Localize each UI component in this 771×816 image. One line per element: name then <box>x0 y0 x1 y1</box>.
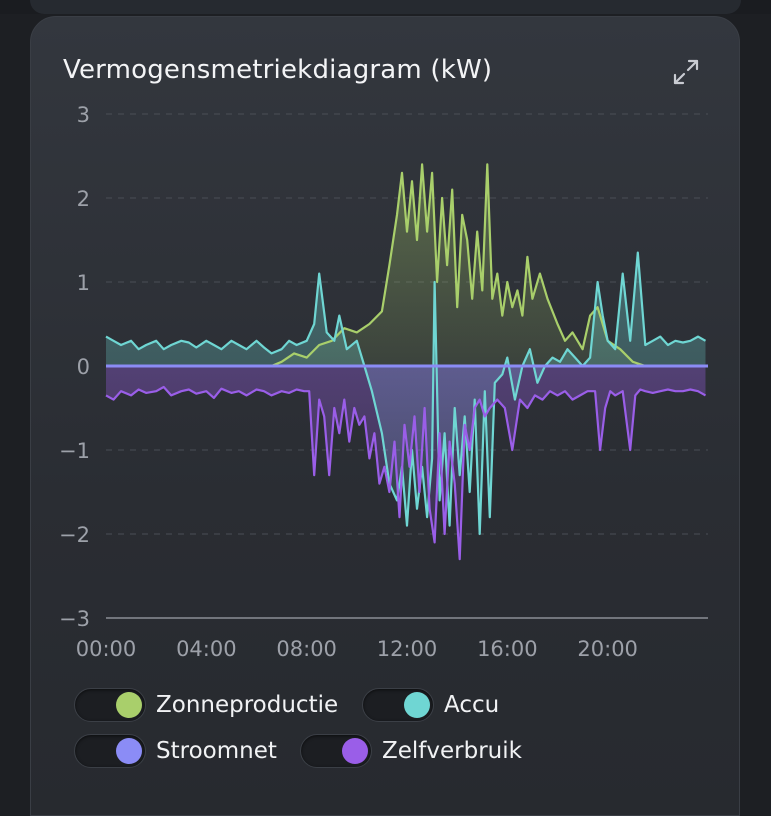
legend-item-zonneproductie[interactable]: Zonneproductie <box>74 688 338 722</box>
expand-icon[interactable] <box>671 57 701 87</box>
zonneproductie-toggle[interactable] <box>74 688 146 722</box>
chart-title: Vermogensmetriekdiagram (kW) <box>63 55 493 85</box>
legend-item-accu[interactable]: Accu <box>362 688 499 722</box>
y-tick-label: 0 <box>77 355 90 379</box>
toggle-knob <box>116 738 142 764</box>
legend-label: Zelfverbruik <box>382 738 522 764</box>
legend-item-zelfverbruik[interactable]: Zelfverbruik <box>300 734 522 768</box>
legend-label: Zonneproductie <box>156 692 339 718</box>
previous-card-edge <box>0 0 771 14</box>
y-tick-label: −2 <box>59 523 90 547</box>
series-area-zonneproductie <box>271 164 646 366</box>
y-tick-label: 2 <box>77 187 90 211</box>
stroomnet-toggle[interactable] <box>74 734 146 768</box>
series-area-zelfverbruik <box>106 366 706 560</box>
legend-label: Accu <box>444 692 500 718</box>
series-line-zelfverbruik <box>105 385 707 561</box>
x-tick-label: 16:00 <box>477 637 538 661</box>
x-tick-label: 12:00 <box>377 637 438 661</box>
x-tick-label: 00:00 <box>76 637 137 661</box>
x-tick-label: 08:00 <box>276 637 337 661</box>
accu-toggle[interactable] <box>362 688 434 722</box>
toggle-knob <box>116 692 142 718</box>
x-tick-label: 04:00 <box>176 637 237 661</box>
y-tick-label: −3 <box>59 607 90 631</box>
zelfverbruik-toggle[interactable] <box>300 734 372 768</box>
toggle-knob <box>404 692 430 718</box>
y-tick-label: 1 <box>77 271 90 295</box>
legend-item-stroomnet[interactable]: Stroomnet <box>74 734 277 768</box>
y-tick-label: 3 <box>77 103 90 127</box>
x-tick-label: 20:00 <box>577 637 638 661</box>
series-line-zonneproductie <box>271 163 646 368</box>
legend-label: Stroomnet <box>156 738 277 764</box>
toggle-knob <box>342 738 368 764</box>
y-tick-label: −1 <box>59 439 90 463</box>
